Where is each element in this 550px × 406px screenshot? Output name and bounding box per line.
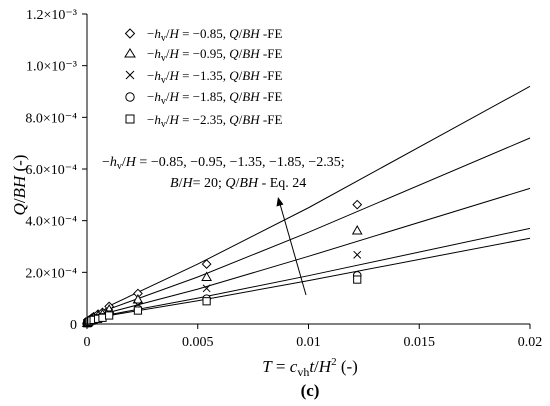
legend-square-icon bbox=[125, 114, 135, 124]
x-tick-label: 0 bbox=[84, 335, 91, 350]
legend-label-2: −hv/H = −0.95, Q/BH -FE bbox=[147, 46, 282, 64]
legend-entry-2: −hv/H = −0.95, Q/BH -FE bbox=[124, 46, 282, 64]
x-tick-label: 0.02 bbox=[518, 335, 543, 350]
y-tick-label: 8.0×10⁻⁴ bbox=[25, 111, 77, 126]
eq24-line-3 bbox=[86, 187, 531, 325]
annotation-line-1: −hv/H = −0.85, −0.95, −1.35, −1.85, −2.3… bbox=[102, 155, 345, 172]
data-point-series-5 bbox=[105, 311, 114, 320]
y-tick-label: 1.2×10⁻³ bbox=[26, 8, 77, 23]
legend-entry-3: −hv/H = −1.35, Q/BH -FE bbox=[125, 68, 282, 86]
x-tick-label: 0.005 bbox=[182, 335, 214, 350]
data-point-series-1 bbox=[352, 199, 363, 210]
legend-diamond-icon bbox=[124, 28, 136, 39]
axis-ticks: 0 0.005 0.01 0.015 0.02 0 2.0×10⁻⁴ 4.0×10⁻⁴ 6.0×… bbox=[25, 8, 542, 350]
eq24-line-4 bbox=[86, 227, 531, 325]
x-tick-label: 0.015 bbox=[404, 335, 436, 350]
data-point-series-5 bbox=[133, 306, 143, 315]
data-point-series-3 bbox=[353, 250, 362, 259]
data-point-series-2 bbox=[132, 293, 144, 304]
y-tick-label: 6.0×10⁻⁴ bbox=[25, 163, 77, 178]
data-point-series-2 bbox=[351, 224, 363, 235]
y-tick-label: 2.0×10⁻⁴ bbox=[25, 266, 77, 281]
data-point-series-3 bbox=[202, 284, 211, 293]
data-point-series-5 bbox=[353, 275, 362, 284]
data-point-series-5 bbox=[98, 313, 107, 322]
arrow-head-icon bbox=[276, 197, 284, 207]
data-point-series-5 bbox=[202, 297, 211, 306]
legend: −hv/H = −0.85, Q/BH -FE −hv/H = −0.95, Q… bbox=[124, 26, 282, 130]
legend-entry-4: −hv/H = −1.85, Q/BH -FE bbox=[125, 89, 282, 107]
figure-caption: (c) bbox=[301, 381, 320, 400]
y-tick-label: 1.0×10⁻³ bbox=[26, 60, 77, 75]
legend-label-5: −hv/H = −2.35, Q/BH -FE bbox=[147, 112, 282, 130]
x-axis-title: T = cvht/H2 (-) bbox=[262, 356, 358, 379]
eq24-line-5 bbox=[86, 237, 531, 325]
y-tick-label: 0 bbox=[70, 318, 77, 333]
legend-label-4: −hv/H = −1.85, Q/BH -FE bbox=[147, 89, 282, 107]
legend-label-1: −hv/H = −0.85, Q/BH -FE bbox=[147, 26, 282, 44]
y-axis-title: Q/BH (-) bbox=[10, 155, 29, 216]
legend-circle-icon bbox=[125, 92, 135, 102]
data-point-series-1 bbox=[201, 259, 212, 269]
legend-entry-5: −hv/H = −2.35, Q/BH -FE bbox=[125, 112, 282, 130]
x-tick-label: 0.01 bbox=[296, 335, 321, 350]
legend-entry-1: −hv/H = −0.85, Q/BH -FE bbox=[124, 26, 282, 44]
legend-label-3: −hv/H = −1.35, Q/BH -FE bbox=[147, 68, 282, 86]
annotation-line-2: B/H= 20; Q/BH - Eq. 24 bbox=[170, 176, 306, 191]
y-tick-label: 4.0×10⁻⁴ bbox=[25, 215, 77, 230]
legend-x-icon bbox=[125, 70, 135, 80]
arrow-shaft bbox=[279, 203, 307, 296]
legend-triangle-icon bbox=[124, 48, 136, 58]
eq24-annotation: −hv/H = −0.85, −0.95, −1.35, −1.85, −2.3… bbox=[102, 155, 345, 296]
data-point-series-2 bbox=[201, 271, 212, 281]
